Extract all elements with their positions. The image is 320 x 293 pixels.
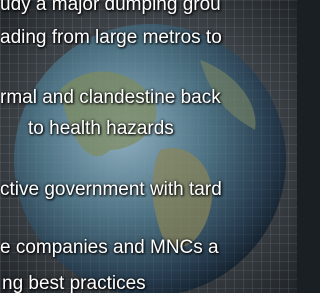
text-line: ctive government with tard xyxy=(0,179,222,201)
slide: udy a major dumping grou ading from larg… xyxy=(0,0,297,293)
text-line: ng best practices xyxy=(2,273,146,293)
text-line: udy a major dumping grou xyxy=(0,0,221,16)
text-line: e companies and MNCs a xyxy=(0,237,219,259)
text-line: rmal and clandestine back xyxy=(0,87,221,109)
text-line: to health hazards xyxy=(28,118,174,140)
text-line: ading from large metros to xyxy=(0,27,222,49)
